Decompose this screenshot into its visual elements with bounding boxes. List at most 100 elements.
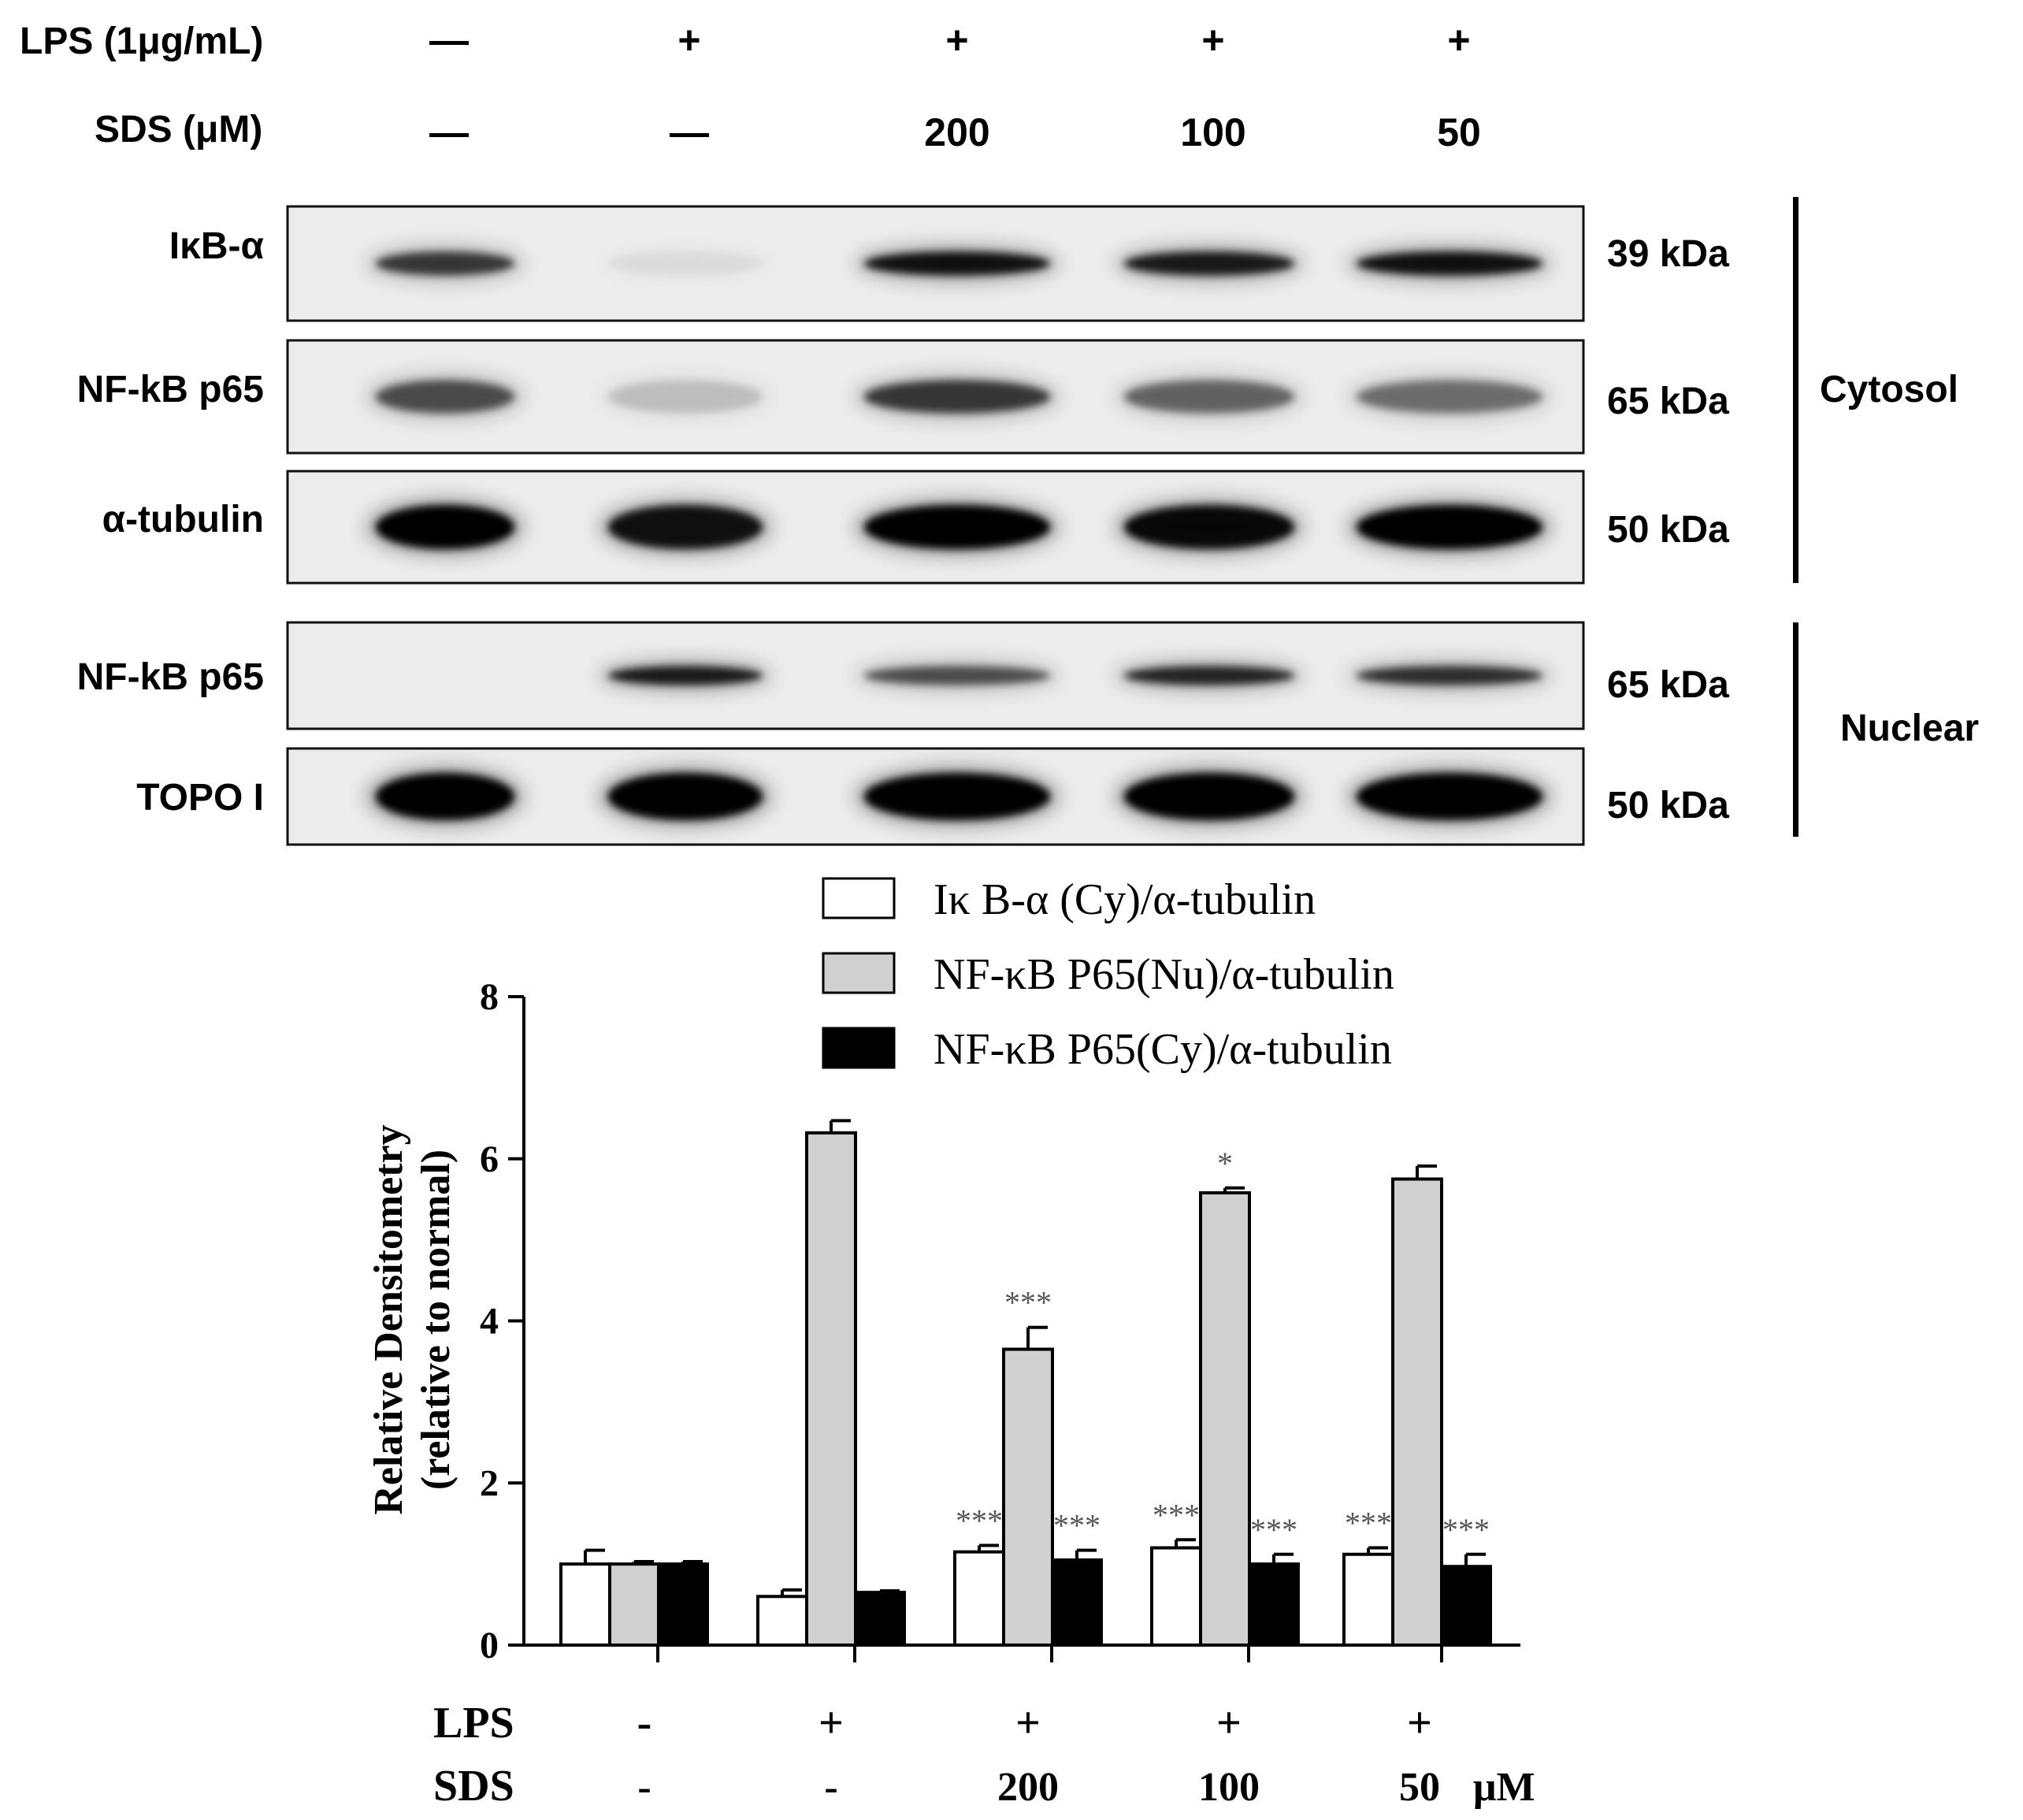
blot-band	[1357, 251, 1542, 276]
blot-band	[376, 380, 514, 414]
bar	[953, 1550, 1005, 1647]
y-axis-label-line2: (relative to normal)	[414, 1150, 458, 1490]
legend-swatch	[822, 952, 896, 994]
x-row-lps-value: +	[1015, 1699, 1041, 1748]
bar	[1002, 1347, 1054, 1647]
legend-label: Iκ B-α (Cy)/α-tubulin	[934, 875, 1316, 924]
y-tick-label: 0	[480, 1625, 499, 1666]
blot-band	[1124, 251, 1294, 276]
blot-size-label: 65 kDa	[1607, 381, 1729, 422]
blot-protein-label: TOPO I	[136, 777, 264, 819]
significance-marker: ***	[1345, 1506, 1392, 1541]
x-row-sds-value: -	[637, 1765, 651, 1810]
bar	[1248, 1562, 1300, 1647]
blot-size-label: 65 kDa	[1607, 664, 1729, 706]
sds-header-label: SDS (μM)	[95, 109, 262, 150]
header-lps-value: +	[1447, 18, 1470, 62]
bar	[1051, 1558, 1103, 1647]
bar	[805, 1131, 857, 1647]
blot-size-label: 50 kDa	[1607, 785, 1729, 826]
blot-band	[1124, 380, 1294, 414]
blot-protein-label: α-tubulin	[102, 499, 264, 540]
blot-protein-label: NF-kB p65	[77, 369, 264, 410]
blot-panel: NF-kB p65 65 kDa	[77, 621, 1729, 730]
blot-band	[1357, 380, 1542, 414]
y-tick-label: 8	[480, 976, 499, 1018]
header-sds-value: —	[670, 110, 709, 154]
x-row-unit: μM	[1473, 1765, 1535, 1810]
header-sds-value: 50	[1437, 110, 1481, 154]
blot-band	[376, 251, 514, 276]
blot-band	[1124, 773, 1294, 820]
y-axis-label-line1: Relative Densitometry	[366, 1124, 411, 1514]
legend-swatch	[822, 877, 896, 919]
header-lps-value: —	[429, 18, 469, 62]
bar	[608, 1562, 660, 1647]
legend-label: NF-κB P65(Nu)/α-tubulin	[934, 950, 1394, 999]
blot-band	[608, 380, 763, 414]
header-sds-value: 200	[924, 110, 989, 154]
significance-marker: *	[1217, 1146, 1233, 1181]
bar	[854, 1591, 906, 1647]
x-row-sds-value: 200	[997, 1765, 1059, 1810]
blot-size-label: 39 kDa	[1607, 233, 1729, 275]
significance-marker: ***	[1250, 1512, 1297, 1547]
y-tick-label: 4	[480, 1301, 499, 1343]
fraction-brackets: Cytosol Nuclear	[1793, 197, 1979, 837]
bar	[1440, 1565, 1492, 1647]
x-row-sds-value: 100	[1198, 1765, 1260, 1810]
legend-swatch	[822, 1027, 896, 1069]
header-lps-value: +	[677, 18, 700, 62]
x-row-lps-value: +	[1407, 1699, 1432, 1748]
x-row-lps-label: LPS	[433, 1699, 514, 1748]
bar	[756, 1595, 808, 1647]
treatment-header: LPS (1μg/mL) SDS (μM) — — + — +200 +100 +50	[20, 18, 1481, 154]
blot-band	[864, 773, 1050, 820]
western-blots: IκB-α 39 kDa NF-kB p65 65 kDa α-tubulin 50 kD…	[77, 205, 1729, 846]
blot-band	[1124, 666, 1294, 685]
significance-marker: ***	[1004, 1285, 1052, 1320]
bar	[1342, 1552, 1394, 1647]
x-row-lps-value: +	[818, 1699, 844, 1748]
y-tick-label: 6	[480, 1138, 499, 1180]
significance-marker: ***	[1153, 1497, 1200, 1532]
header-sds-value: —	[429, 110, 469, 154]
bar	[1150, 1546, 1202, 1647]
y-axis-label: Relative Densitometry(relative to normal…	[366, 1124, 458, 1514]
blot-panel: IκB-α 39 kDa	[169, 205, 1729, 322]
header-lane-values: — — + — +200 +100 +50	[429, 18, 1481, 154]
bar-chart: 0 2 4 6 8 Relative Densitometry(relative to n…	[366, 875, 1535, 1811]
lps-header-label: LPS (1μg/mL)	[20, 20, 263, 62]
bar	[657, 1562, 709, 1647]
header-lps-value: +	[945, 18, 968, 62]
blot-band	[864, 380, 1050, 414]
blot-band	[864, 666, 1050, 685]
nuclear-bracket	[1793, 622, 1798, 837]
blot-band	[1357, 773, 1542, 820]
bar	[1391, 1177, 1443, 1647]
x-row-lps-value: +	[1216, 1699, 1242, 1748]
cytosol-label: Cytosol	[1820, 369, 1958, 410]
blot-protein-label: IκB-α	[169, 225, 265, 267]
x-row-sds-value: -	[824, 1765, 837, 1810]
significance-marker: ***	[1442, 1512, 1490, 1547]
blot-band	[864, 251, 1050, 276]
blot-band	[608, 773, 763, 820]
x-row-sds-value: 50	[1399, 1765, 1440, 1810]
blot-panel: NF-kB p65 65 kDa	[77, 339, 1729, 455]
bar	[1199, 1190, 1251, 1647]
nuclear-label: Nuclear	[1840, 708, 1979, 749]
blot-band	[376, 773, 514, 820]
blot-size-label: 50 kDa	[1607, 509, 1729, 551]
bar	[559, 1562, 611, 1647]
header-lps-value: +	[1201, 18, 1224, 62]
blot-band	[376, 505, 514, 549]
header-sds-value: 100	[1180, 110, 1245, 154]
blot-band	[864, 505, 1050, 549]
significance-marker: ***	[1053, 1508, 1101, 1543]
significance-marker: ***	[956, 1502, 1003, 1538]
blot-panel: α-tubulin 50 kDa	[102, 470, 1729, 585]
x-row-lps-value: -	[637, 1699, 652, 1748]
blot-band	[608, 505, 763, 549]
